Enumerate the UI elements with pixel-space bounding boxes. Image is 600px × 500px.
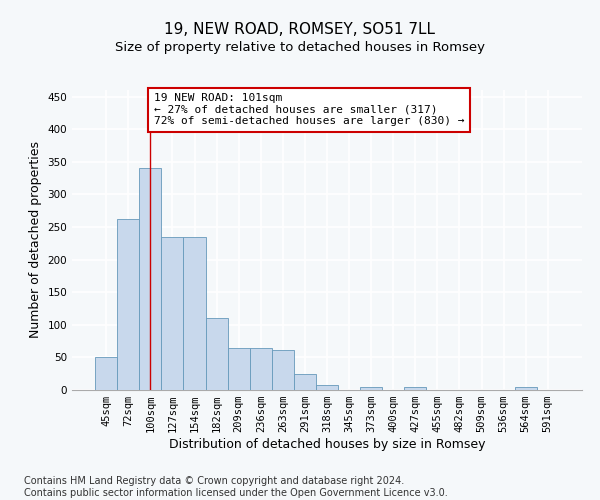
Bar	[95, 358, 117, 390]
Bar	[515, 386, 537, 390]
Bar	[404, 388, 427, 390]
Bar	[117, 219, 139, 390]
Bar	[360, 388, 382, 390]
Text: Size of property relative to detached houses in Romsey: Size of property relative to detached ho…	[115, 41, 485, 54]
X-axis label: Distribution of detached houses by size in Romsey: Distribution of detached houses by size …	[169, 438, 485, 451]
Text: 19 NEW ROAD: 101sqm
← 27% of detached houses are smaller (317)
72% of semi-detac: 19 NEW ROAD: 101sqm ← 27% of detached ho…	[154, 94, 464, 126]
Bar	[161, 236, 184, 390]
Bar	[316, 385, 338, 390]
Text: Contains HM Land Registry data © Crown copyright and database right 2024.
Contai: Contains HM Land Registry data © Crown c…	[24, 476, 448, 498]
Bar	[294, 374, 316, 390]
Text: 19, NEW ROAD, ROMSEY, SO51 7LL: 19, NEW ROAD, ROMSEY, SO51 7LL	[164, 22, 436, 38]
Bar	[184, 236, 206, 390]
Bar	[206, 318, 227, 390]
Y-axis label: Number of detached properties: Number of detached properties	[29, 142, 42, 338]
Bar	[227, 348, 250, 390]
Bar	[272, 350, 294, 390]
Bar	[139, 168, 161, 390]
Bar	[250, 348, 272, 390]
